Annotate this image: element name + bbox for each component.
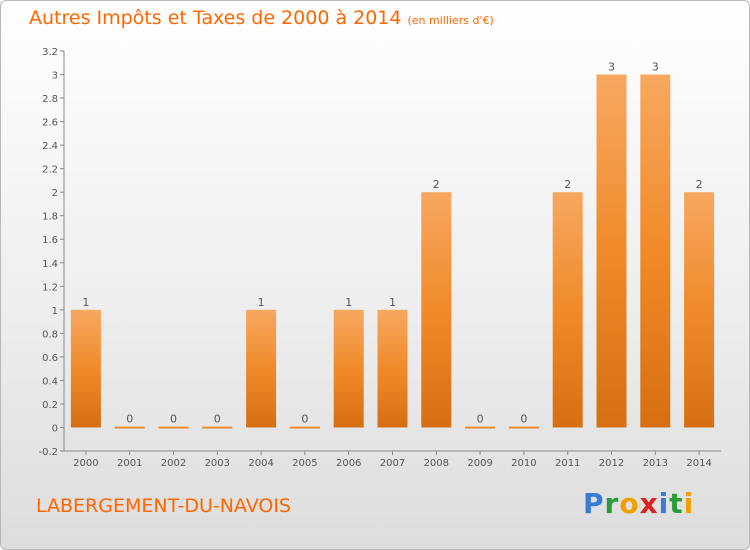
bar [333,309,364,428]
bar-value-label: 3 [652,61,659,74]
bar [70,309,101,428]
x-tick-label: 2009 [467,458,492,469]
logo-letter: P [583,487,605,520]
bar [552,192,583,428]
bar [246,309,277,428]
bar [596,74,627,428]
y-tick-label: 1 [52,306,58,317]
bar-value-label: 1 [82,296,89,309]
bar [508,426,539,429]
x-tick-label: 2004 [248,458,273,469]
bar [289,426,320,429]
logo-letter: x [639,487,659,520]
y-tick-label: 0 [52,423,58,434]
y-tick-label: 3.2 [42,47,58,58]
bar [114,426,145,429]
chart-title: Autres Impôts et Taxes de 2000 à 2014 (en… [29,7,494,29]
y-tick-label: 3 [52,71,58,82]
logo-letter: i [658,487,670,520]
bar-value-label: 0 [301,412,308,425]
bar-value-label: 1 [258,296,265,309]
y-tick-label: -0.2 [38,447,58,458]
y-tick-label: 0.4 [42,376,58,387]
x-tick-label: 2010 [511,458,536,469]
y-tick-label: 0.2 [42,400,58,411]
bar-value-label: 1 [389,296,396,309]
y-tick-label: 0.8 [42,329,58,340]
y-tick-label: 2.4 [42,141,58,152]
bar-value-label: 0 [520,412,527,425]
bar [421,192,452,428]
y-tick-label: 1.6 [42,235,58,246]
logo-letter: o [619,487,640,520]
y-tick-label: 2.2 [42,165,58,176]
bar [684,192,715,428]
x-tick-label: 2011 [555,458,580,469]
proxiti-logo: Proxiti [583,487,694,520]
bar-value-label: 0 [170,412,177,425]
y-tick-label: 1.4 [42,259,58,270]
bar [202,426,233,429]
x-tick-label: 2002 [161,458,186,469]
bar [377,309,408,428]
bar [465,426,496,429]
x-tick-label: 2008 [424,458,449,469]
bar [640,74,671,428]
logo-letter: t [669,487,684,520]
x-tick-label: 2003 [205,458,230,469]
logo-letter: r [604,487,620,520]
bar-value-label: 0 [126,412,133,425]
x-tick-label: 2005 [292,458,317,469]
logo-letter: i [683,487,695,520]
bar-value-label: 0 [214,412,221,425]
x-tick-label: 2000 [73,458,98,469]
x-tick-label: 2013 [643,458,668,469]
y-tick-label: 2.6 [42,118,58,129]
x-tick-label: 2006 [336,458,361,469]
bar-value-label: 2 [433,178,440,191]
y-tick-label: 2 [52,188,58,199]
commune-name: LABERGEMENT-DU-NAVOIS [36,495,291,517]
bar-value-label: 2 [564,178,571,191]
chart-title-text: Autres Impôts et Taxes de 2000 à 2014 [29,7,402,29]
chart-unit: (en milliers d'€) [407,14,494,27]
x-tick-label: 2001 [117,458,142,469]
y-tick-label: 1.2 [42,282,58,293]
x-tick-label: 2012 [599,458,624,469]
y-tick-label: 0.6 [42,353,58,364]
bar [158,426,189,429]
x-tick-label: 2007 [380,458,405,469]
y-tick-label: 1.8 [42,212,58,223]
y-tick-label: 2.8 [42,94,58,105]
x-tick-label: 2014 [686,458,711,469]
bar-value-label: 3 [608,61,615,74]
bar-value-label: 1 [345,296,352,309]
bar-value-label: 2 [696,178,703,191]
bar-value-label: 0 [477,412,484,425]
